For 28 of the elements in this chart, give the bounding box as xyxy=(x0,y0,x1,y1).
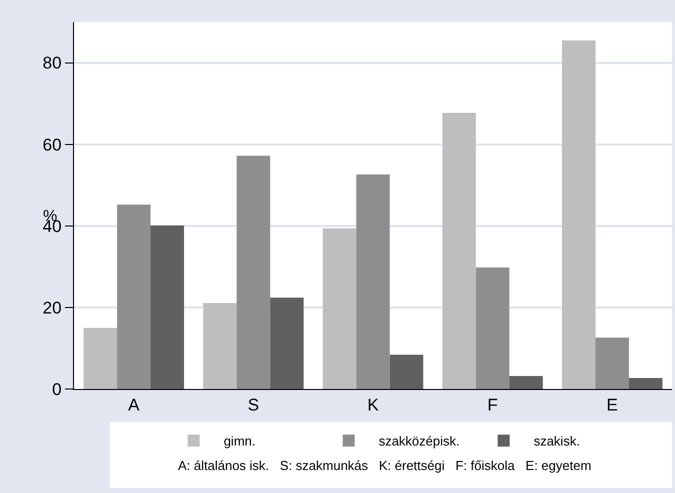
bar xyxy=(509,376,543,389)
legend-label: szakközépisk. xyxy=(378,434,460,449)
x-tick-label: K xyxy=(367,395,380,414)
bar xyxy=(390,354,424,389)
x-tick-label: E xyxy=(606,395,618,414)
y-tick-label: 60 xyxy=(42,135,62,154)
y-tick-label: 0 xyxy=(52,380,62,399)
x-tick-label: F xyxy=(487,395,498,414)
y-tick-label: 20 xyxy=(42,298,62,318)
bar xyxy=(236,156,270,389)
legend-label: szakisk. xyxy=(534,434,580,449)
bar xyxy=(476,267,510,389)
bar xyxy=(84,328,118,389)
text: A: általános isk. S: szakmunkás K: érettségi F: főiskola E: egyetem xyxy=(178,458,592,473)
bar xyxy=(595,338,629,389)
x-tick-label: S xyxy=(248,395,260,414)
bar xyxy=(270,298,304,389)
legend-label: gimn. xyxy=(224,434,256,449)
bar xyxy=(562,40,596,389)
bar xyxy=(150,225,184,389)
bar xyxy=(203,302,237,389)
bar xyxy=(356,174,390,389)
bar xyxy=(117,204,151,389)
bar xyxy=(442,112,476,389)
bar xyxy=(322,228,356,389)
x-tick-label: A xyxy=(128,395,140,414)
y-tick-label: 80 xyxy=(42,54,62,73)
bar xyxy=(628,378,662,389)
